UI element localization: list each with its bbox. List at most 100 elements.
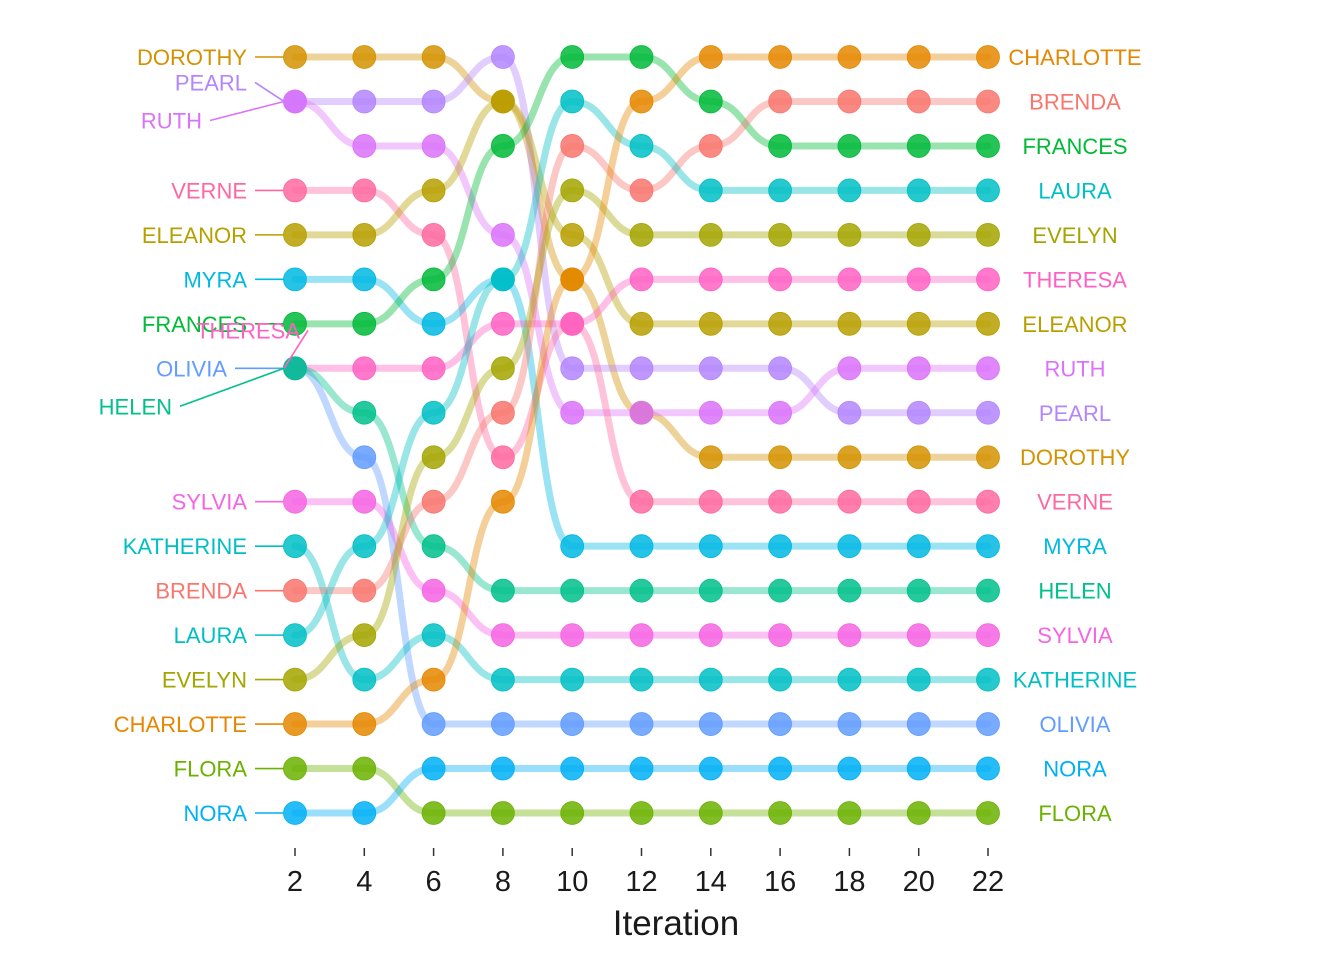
point-evelyn-20 [906,222,931,247]
point-flora-8 [490,801,515,825]
start-label-olivia: OLIVIA [156,356,227,381]
point-evelyn-22 [976,222,1000,247]
point-helen-18 [837,578,862,603]
point-theresa-16 [768,267,792,292]
point-verne-22 [976,489,1000,514]
point-charlotte-18 [837,45,862,69]
point-frances-14 [698,89,723,114]
point-verne-12 [629,489,654,514]
point-olivia-6 [421,712,446,736]
point-pearl-16 [768,356,792,381]
point-katherine-10 [560,667,585,692]
start-label-helen: HELEN [99,394,172,419]
point-eleanor-14 [698,311,723,336]
x-tick-label-12: 12 [625,866,657,898]
point-sylvia-22 [976,623,1000,648]
point-ruth-14 [698,400,723,425]
point-eleanor-4 [352,222,377,247]
point-dorothy-6 [421,45,446,69]
point-laura-20 [906,178,931,203]
series-line-brenda [291,97,992,595]
start-label-laura: LAURA [174,623,248,648]
point-helen-16 [768,578,792,603]
point-brenda-10 [560,134,585,158]
point-sylvia-18 [837,623,862,648]
point-nora-18 [837,756,862,781]
x-tick-label-14: 14 [695,866,727,898]
point-pearl-12 [629,356,654,381]
start-label-brenda: BRENDA [155,579,247,604]
point-katherine-2 [283,534,307,559]
point-laura-4 [352,534,377,559]
point-dorothy-22 [976,445,1000,470]
point-helen-2 [283,356,307,381]
x-tick-label-4: 4 [356,866,372,898]
end-label-dorothy: DOROTHY [1020,445,1130,470]
point-theresa-12 [629,267,654,292]
x-tick-label-22: 22 [972,866,1004,898]
start-label-dorothy: DOROTHY [137,45,247,70]
point-ruth-18 [837,356,862,381]
start-label-myra: MYRA [183,267,247,292]
point-brenda-12 [629,178,654,203]
end-label-theresa: THERESA [1023,267,1127,292]
point-ruth-6 [421,134,446,158]
point-evelyn-12 [629,222,654,247]
point-pearl-20 [906,400,931,425]
point-helen-12 [629,578,654,603]
point-eleanor-8 [490,89,515,114]
point-sylvia-2 [283,489,307,514]
point-charlotte-22 [976,45,1000,69]
point-theresa-22 [976,267,1000,292]
point-sylvia-8 [490,623,515,648]
point-frances-16 [768,134,792,158]
end-label-nora: NORA [1043,757,1107,782]
point-myra-12 [629,534,654,559]
point-ruth-8 [490,222,515,247]
point-helen-22 [976,578,1000,603]
point-flora-10 [560,801,585,825]
point-sylvia-6 [421,578,446,603]
point-olivia-4 [352,445,377,470]
point-sylvia-16 [768,623,792,648]
x-tick-label-16: 16 [764,866,796,898]
end-label-verne: VERNE [1037,490,1113,515]
point-frances-4 [352,311,377,336]
point-katherine-20 [906,667,931,692]
point-olivia-16 [768,712,792,736]
start-label-verne: VERNE [171,178,247,203]
start-label-sylvia: SYLVIA [172,490,248,515]
point-ruth-2 [283,89,307,114]
series-line-sylvia [291,498,992,639]
point-eleanor-16 [768,311,792,336]
series-line-dorothy [291,53,992,461]
point-theresa-6 [421,356,446,381]
point-sylvia-12 [629,623,654,648]
start-label-theresa: THERESA [196,318,300,343]
x-tick-label-20: 20 [903,866,935,898]
point-brenda-2 [283,578,307,603]
end-label-frances: FRANCES [1022,134,1127,159]
point-verne-2 [283,178,307,203]
point-myra-20 [906,534,931,559]
point-nora-14 [698,756,723,781]
point-pearl-10 [560,356,585,381]
point-charlotte-6 [421,667,446,692]
point-myra-10 [560,534,585,559]
point-evelyn-8 [490,356,515,381]
point-frances-8 [490,134,515,158]
end-labels: CHARLOTTE BRENDA FRANCES LAURA EVELYN THERESA… [1008,45,1141,826]
end-label-helen: HELEN [1038,579,1111,604]
point-eleanor-22 [976,311,1000,336]
x-tick-label-2: 2 [287,866,303,898]
point-verne-18 [837,489,862,514]
point-evelyn-6 [421,445,446,470]
point-evelyn-4 [352,623,377,648]
point-flora-18 [837,801,862,825]
end-label-laura: LAURA [1038,178,1112,203]
point-brenda-8 [490,400,515,425]
point-laura-12 [629,134,654,158]
point-frances-20 [906,134,931,158]
point-myra-18 [837,534,862,559]
